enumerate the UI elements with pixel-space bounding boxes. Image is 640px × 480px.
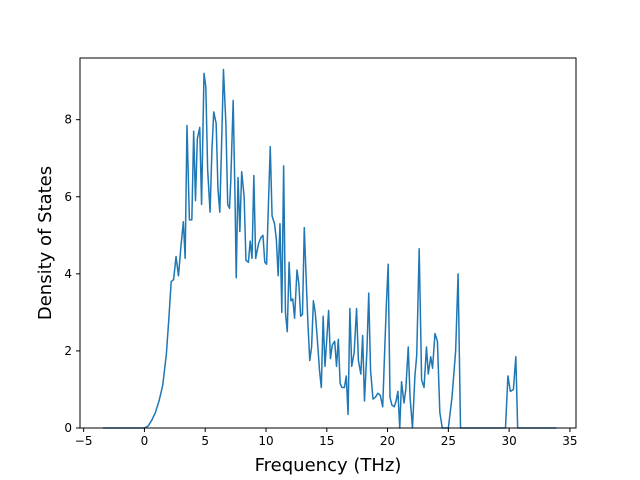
y-tick-label: 2 [64, 344, 72, 358]
y-axis-ticks: 0 2 4 6 8 [64, 113, 80, 435]
y-tick-label: 4 [64, 267, 72, 281]
dos-series-line [103, 68, 557, 429]
x-tick-label: 25 [441, 434, 456, 448]
plot-area [103, 68, 557, 429]
axes-frame [79, 57, 577, 429]
y-axis-label: Density of States [35, 166, 56, 320]
x-tick-label: −5 [75, 434, 93, 448]
x-tick-label: 15 [319, 434, 334, 448]
x-tick-label: 20 [380, 434, 395, 448]
x-axis-ticks: −5 0 5 10 15 20 25 30 35 [75, 428, 578, 448]
y-tick-label: 0 [64, 421, 72, 435]
y-tick-label: 6 [64, 190, 72, 204]
x-tick-label: 30 [501, 434, 516, 448]
x-tick-label: 5 [201, 434, 209, 448]
x-tick-label: 0 [141, 434, 149, 448]
y-tick-label: 8 [64, 113, 72, 127]
x-tick-label: 35 [562, 434, 577, 448]
x-tick-label: 10 [258, 434, 273, 448]
x-axis-label: Frequency (THz) [255, 455, 402, 476]
